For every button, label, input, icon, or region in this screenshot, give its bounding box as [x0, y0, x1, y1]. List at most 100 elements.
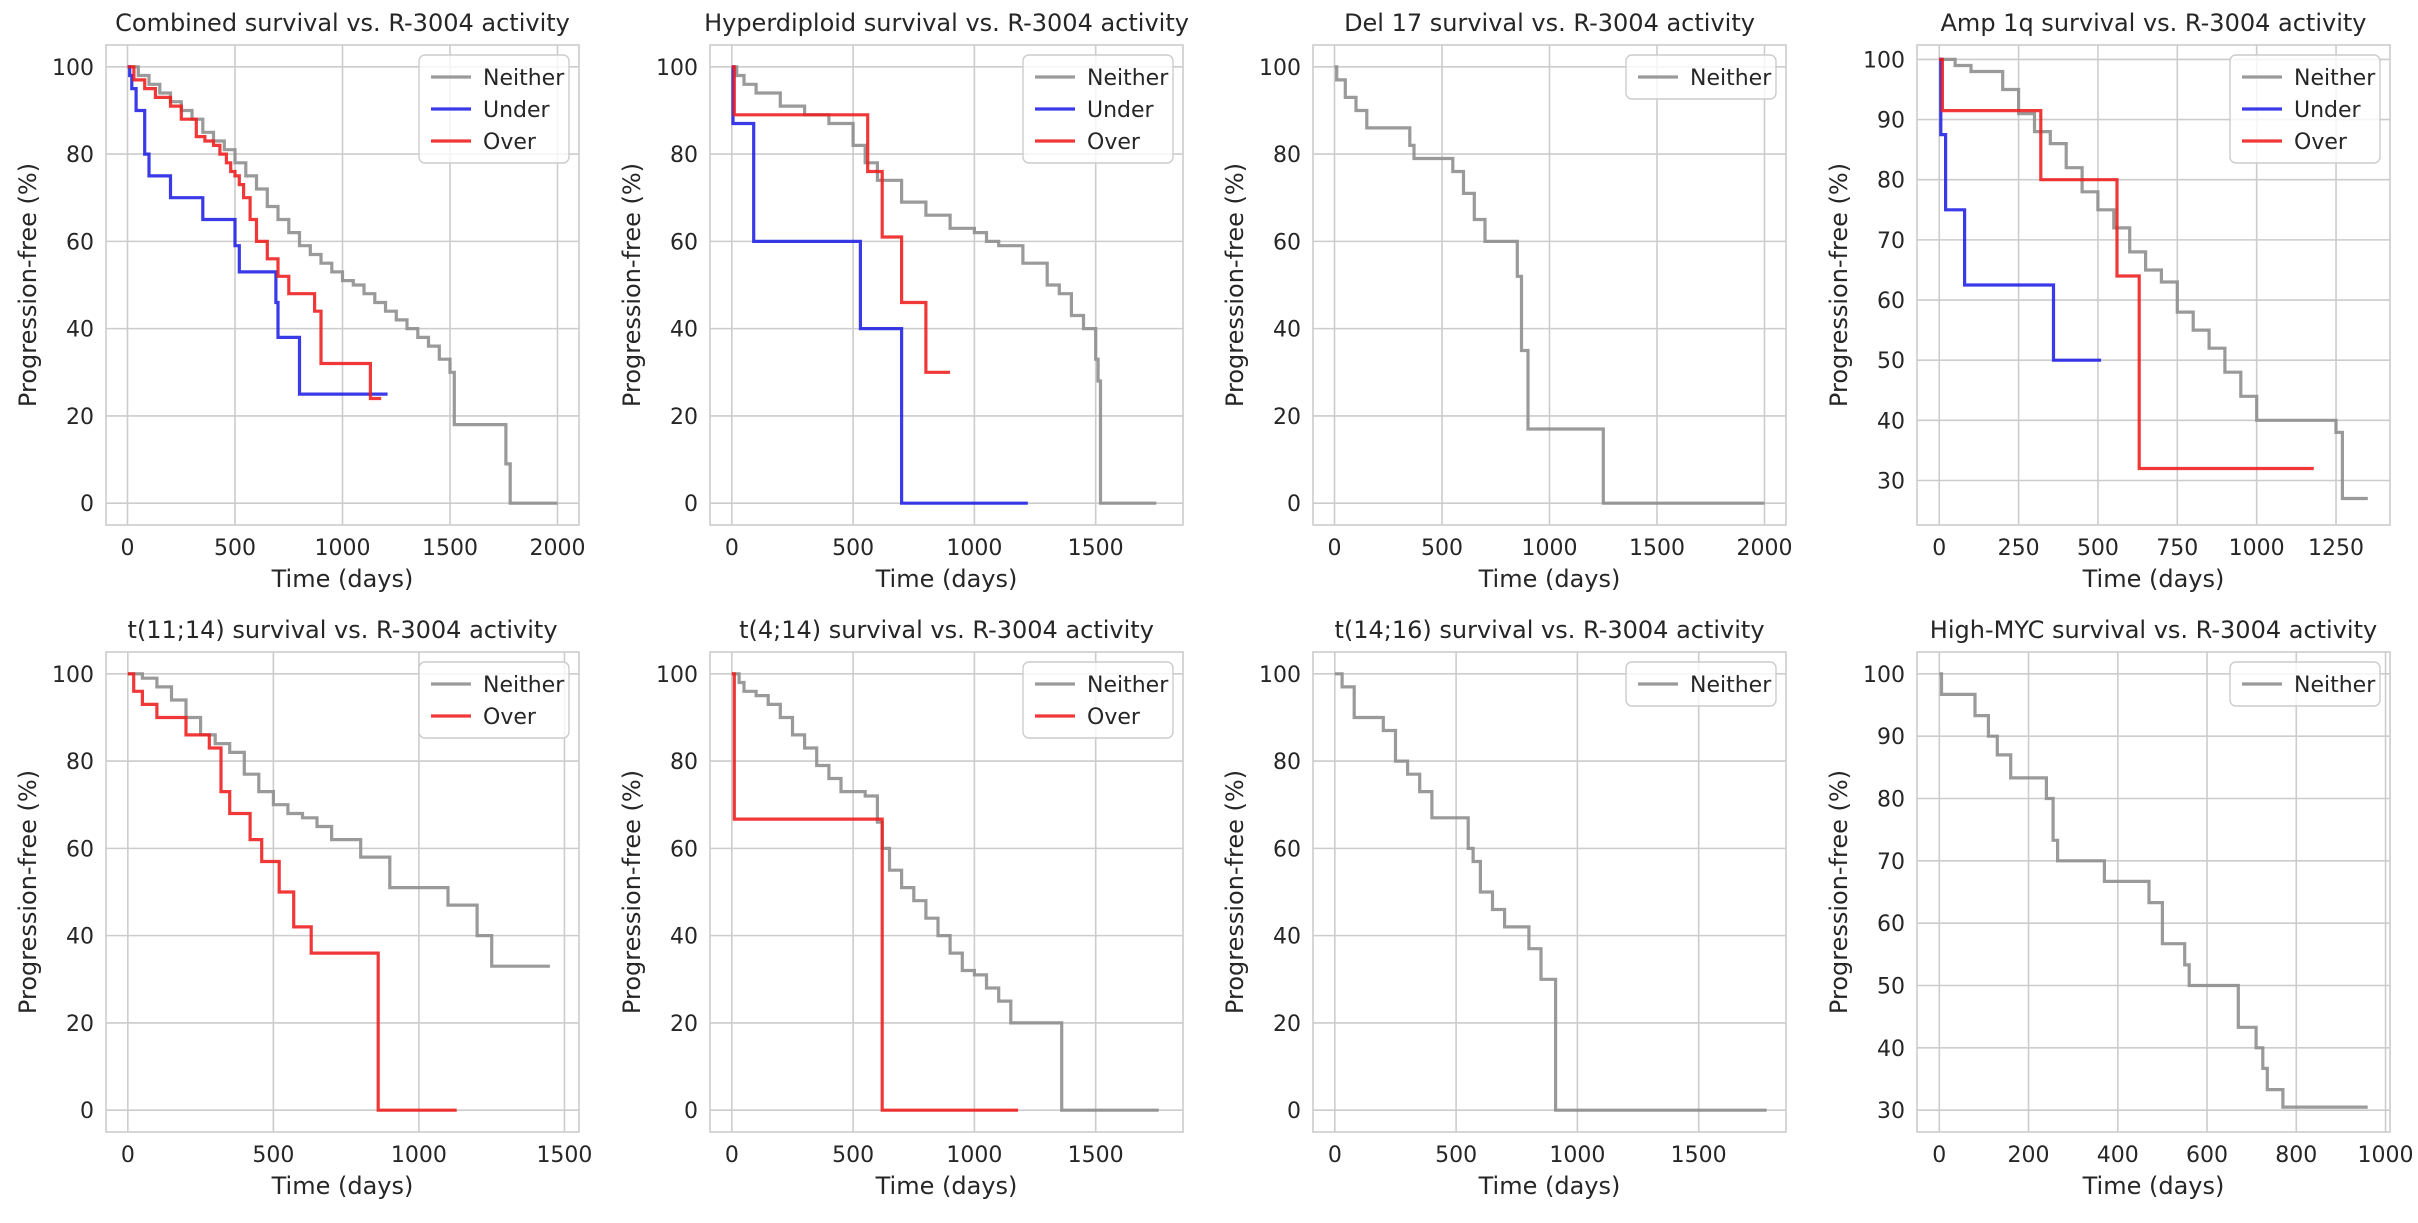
y-tick-label: 80: [670, 750, 698, 775]
series-line-neither: [127, 672, 550, 968]
x-tick-label: 500: [214, 536, 256, 561]
y-tick-label: 40: [1877, 1037, 1905, 1062]
plot-frame: [1916, 651, 2391, 1133]
y-tick-label: 20: [670, 1012, 698, 1037]
y-tick-label: 100: [52, 56, 94, 81]
y-tick-label: 40: [1877, 409, 1905, 434]
x-axis-label: Time (days): [1478, 565, 1621, 593]
x-tick-label: 1500: [1068, 536, 1124, 561]
x-tick-label: 1000: [391, 1143, 447, 1168]
series-line-neither: [1334, 672, 1767, 1112]
plot-frame: [1312, 44, 1787, 526]
x-tick-label: 0: [121, 1143, 135, 1168]
chart-title: Amp 1q survival vs. R-3004 activity: [1941, 9, 2367, 37]
y-tick-label: 90: [1877, 725, 1905, 750]
x-tick-label: 250: [1998, 536, 2040, 561]
y-tick-label: 100: [1259, 663, 1301, 688]
legend-label-under: Under: [2294, 98, 2362, 123]
legend-box: [1022, 54, 1174, 164]
x-tick-label: 200: [2008, 1143, 2050, 1168]
x-tick-label: 2000: [530, 536, 586, 561]
y-tick-label: 20: [1273, 405, 1301, 430]
y-axis-label: Progression-free (%): [1221, 163, 1249, 407]
legend-label-over: Over: [483, 705, 537, 730]
x-tick-label: 1000: [315, 536, 371, 561]
x-tick-label: 1500: [422, 536, 478, 561]
y-tick-label: 90: [1877, 109, 1905, 134]
x-tick-label: 400: [2097, 1143, 2139, 1168]
legend-box: [1625, 54, 1777, 100]
legend-label-over: Over: [2294, 130, 2348, 155]
chart-title: High-MYC survival vs. R-3004 activity: [1930, 616, 2377, 644]
legend-label-under: Under: [483, 98, 551, 123]
y-tick-label: 0: [684, 492, 698, 517]
y-tick-label: 20: [1273, 1012, 1301, 1037]
series-line-over: [127, 65, 382, 401]
series-line-neither: [1939, 672, 2368, 1109]
plot-frame: [105, 651, 580, 1133]
series-line-under: [731, 65, 1028, 505]
x-tick-label: 0: [725, 1143, 739, 1168]
y-tick-label: 80: [66, 143, 94, 168]
y-tick-label: 20: [670, 405, 698, 430]
x-tick-label: 0: [725, 536, 739, 561]
x-tick-label: 600: [2186, 1143, 2228, 1168]
y-tick-label: 20: [66, 1012, 94, 1037]
y-tick-label: 70: [1877, 229, 1905, 254]
legend-label-neither: Neither: [1087, 673, 1169, 698]
y-tick-label: 60: [1877, 912, 1905, 937]
y-tick-label: 80: [1877, 169, 1905, 194]
x-tick-label: 0: [1932, 1143, 1946, 1168]
legend-label-neither: Neither: [2294, 66, 2376, 91]
legend: Neither Over: [418, 661, 570, 739]
y-tick-label: 0: [1287, 492, 1301, 517]
y-axis-label: Progression-free (%): [14, 163, 42, 407]
y-axis-label: Progression-free (%): [1825, 163, 1853, 407]
legend-box: [1022, 661, 1174, 739]
legend: Neither: [1625, 54, 1777, 100]
y-tick-label: 30: [1877, 469, 1905, 494]
y-tick-label: 80: [670, 143, 698, 168]
x-tick-label: 0: [1328, 1143, 1342, 1168]
x-tick-label: 1000: [2229, 536, 2285, 561]
series-line-neither: [731, 65, 1157, 505]
y-tick-label: 100: [1863, 663, 1905, 688]
y-axis-label: Progression-free (%): [618, 770, 646, 1014]
y-tick-label: 0: [80, 1099, 94, 1124]
y-tick-label: 60: [1273, 230, 1301, 255]
x-tick-label: 800: [2275, 1143, 2317, 1168]
legend-label-under: Under: [1087, 98, 1155, 123]
plot-frame: [105, 44, 580, 526]
y-tick-label: 50: [1877, 349, 1905, 374]
x-axis-label: Time (days): [1478, 1172, 1621, 1200]
legend-label-neither: Neither: [483, 66, 565, 91]
y-tick-label: 80: [1877, 787, 1905, 812]
y-tick-label: 100: [656, 663, 698, 688]
y-tick-label: 80: [66, 750, 94, 775]
y-tick-label: 20: [66, 405, 94, 430]
y-tick-label: 80: [1273, 143, 1301, 168]
x-tick-label: 750: [2156, 536, 2198, 561]
x-tick-label: 1500: [1671, 1143, 1727, 1168]
plot-frame: [709, 44, 1184, 526]
y-axis-label: Progression-free (%): [14, 770, 42, 1014]
y-tick-label: 40: [670, 925, 698, 950]
y-tick-label: 60: [66, 230, 94, 255]
y-tick-label: 100: [52, 663, 94, 688]
legend: Neither Over: [1022, 661, 1174, 739]
legend-box: [1625, 661, 1777, 707]
y-tick-label: 100: [1259, 56, 1301, 81]
chart-title: t(11;14) survival vs. R-3004 activity: [127, 616, 557, 644]
y-tick-label: 40: [66, 925, 94, 950]
chart-title: t(14;16) survival vs. R-3004 activity: [1334, 616, 1764, 644]
x-tick-label: 500: [832, 1143, 874, 1168]
x-tick-label: 0: [1932, 536, 1946, 561]
y-tick-label: 0: [684, 1099, 698, 1124]
chart-title: Del 17 survival vs. R-3004 activity: [1344, 9, 1755, 37]
x-tick-label: 1500: [1629, 536, 1685, 561]
